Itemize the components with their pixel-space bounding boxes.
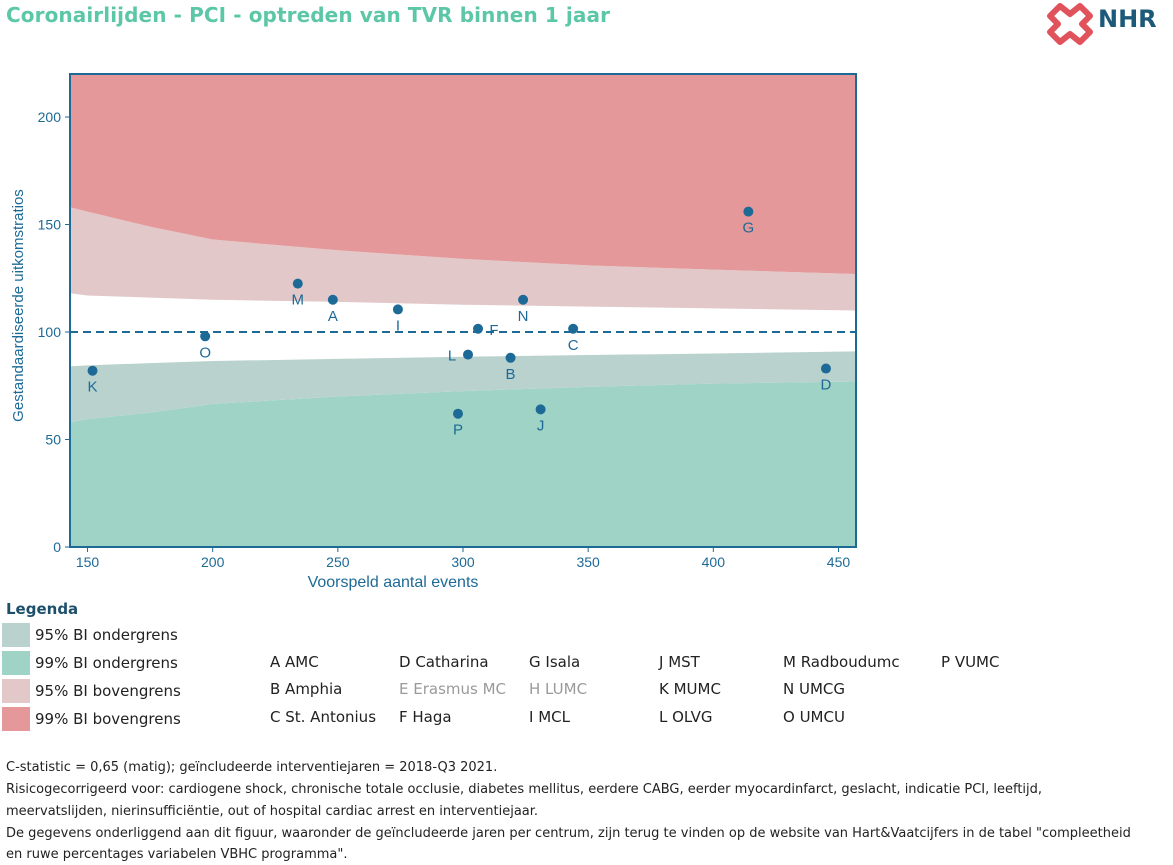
center-item-N: N UMCG — [783, 680, 846, 698]
x-axis-label: Voorspeld aantal events — [308, 574, 479, 591]
x-tick-label: 200 — [201, 554, 225, 570]
legend-swatch — [2, 679, 30, 703]
data-point-K — [87, 365, 98, 376]
x-tick-label: 150 — [76, 554, 100, 570]
data-point-I — [392, 304, 403, 315]
data-point-N — [518, 294, 529, 305]
data-point-L — [463, 349, 474, 360]
data-point-A — [327, 294, 338, 305]
center-item-F: F Haga — [399, 708, 452, 726]
legend-swatch — [2, 707, 30, 731]
center-item-J: J MST — [659, 653, 700, 671]
center-item-C: C St. Antonius — [270, 708, 377, 726]
point-label-B: B — [506, 366, 516, 383]
y-tick-label: 200 — [38, 109, 62, 125]
data-point-J — [535, 404, 546, 415]
logo-text: NHR — [1098, 5, 1157, 33]
y-tick-label: 50 — [45, 432, 61, 448]
funnel-chart: 0 50 100 150 200 150 200 250 300 350 400 450 Voorspe… — [10, 73, 857, 591]
x-tick-label: 300 — [451, 554, 475, 570]
footnote-cstatistic: C-statistic = 0,65 (matig); geïncludeerd… — [6, 760, 498, 775]
point-label-L: L — [448, 348, 456, 365]
point-label-A: A — [328, 308, 338, 325]
footnote-source: De gegevens onderliggend aan dit figuur,… — [6, 826, 1131, 841]
data-point-D — [820, 363, 831, 374]
legend-label: 95% BI ondergrens — [35, 626, 178, 644]
legend-label: 99% BI ondergrens — [35, 654, 178, 672]
point-label-D: D — [821, 377, 832, 394]
legend-item: 95% BI bovengrens — [2, 679, 181, 703]
center-item-P: P VUMC — [941, 653, 1000, 671]
legend-item: 95% BI ondergrens — [2, 623, 178, 647]
data-point-B — [505, 352, 516, 363]
footnote-riskadjustment: Risicogecorrigeerd voor: cardiogene shoc… — [6, 782, 1043, 797]
y-tick-label: 0 — [53, 539, 61, 555]
point-label-N: N — [518, 308, 529, 325]
legend-label: 99% BI bovengrens — [35, 710, 181, 728]
legend-item: 99% BI bovengrens — [2, 707, 181, 731]
center-item-E: E Erasmus MC — [399, 680, 507, 698]
footnote-riskadjustment-cont: meervatslijden, nierinsufficiëntie, out … — [6, 804, 539, 819]
legend-item: 99% BI ondergrens — [2, 651, 178, 675]
point-label-P: P — [453, 422, 463, 439]
center-item-G: G Isala — [529, 653, 581, 671]
footnote-source-cont: en ruwe percentages variabelen VBHC prog… — [6, 847, 348, 862]
center-item-I: I MCL — [529, 708, 570, 726]
point-label-O: O — [199, 344, 211, 361]
band-99-lower — [70, 381, 856, 547]
data-point-C — [568, 323, 579, 334]
center-item-O: O UMCU — [783, 708, 845, 726]
band-99-upper — [70, 74, 856, 274]
y-tick-label: 150 — [38, 217, 62, 233]
center-item-H: H LUMC — [529, 680, 588, 698]
center-item-L: L OLVG — [659, 708, 713, 726]
page-title: Coronairlijden - PCI - optreden van TVR … — [6, 3, 611, 27]
legend-swatch — [2, 623, 30, 647]
center-item-B: B Amphia — [270, 680, 343, 698]
data-point-F — [473, 323, 484, 334]
x-tick-label: 250 — [326, 554, 350, 570]
point-label-F: F — [489, 322, 498, 339]
center-item-D: D Catharina — [399, 653, 489, 671]
x-tick-label: 450 — [827, 554, 851, 570]
center-item-A: A AMC — [270, 653, 319, 671]
band-95-lower — [70, 351, 856, 423]
data-point-P — [452, 408, 463, 419]
data-point-O — [200, 331, 211, 342]
point-label-J: J — [537, 417, 545, 434]
y-axis-label: Gestandaardiseerde uitkomstratios — [10, 189, 27, 422]
y-tick-label: 100 — [38, 324, 62, 340]
data-point-M — [292, 278, 303, 289]
point-label-M: M — [292, 292, 305, 309]
point-label-C: C — [568, 337, 579, 354]
x-tick-label: 350 — [576, 554, 600, 570]
point-label-K: K — [88, 379, 98, 396]
legend-swatch — [2, 651, 30, 675]
center-item-M: M Radboudumc — [783, 653, 900, 671]
point-label-G: G — [743, 220, 755, 237]
legend-title: Legenda — [6, 600, 79, 618]
center-item-K: K MUMC — [659, 680, 721, 698]
nhr-logo-icon — [1047, 3, 1093, 45]
point-label-I: I — [396, 317, 400, 334]
x-tick-label: 400 — [702, 554, 726, 570]
data-point-G — [743, 206, 754, 217]
legend-label: 95% BI bovengrens — [35, 682, 181, 700]
